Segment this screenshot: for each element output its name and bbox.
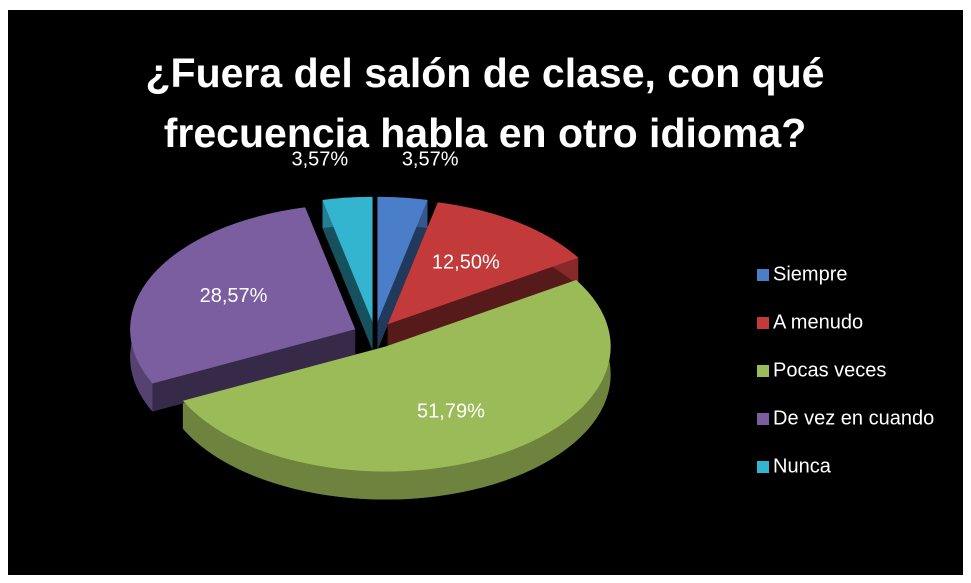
- legend-swatch: [757, 461, 769, 473]
- legend-label: Nunca: [773, 455, 832, 477]
- pie-labels: 3,57% 12,50% 51,79% 28,57% 3,57%: [200, 149, 500, 423]
- slice-wall: [377, 200, 428, 350]
- data-label: 3,57%: [291, 149, 348, 171]
- legend-label: De vez en cuando: [773, 407, 934, 429]
- legend-label: Siempre: [773, 263, 847, 285]
- slice: [130, 207, 356, 384]
- pie-tops: [130, 196, 611, 472]
- slice-wall: [322, 200, 373, 350]
- slice-wall: [387, 257, 579, 353]
- legend-label: Pocas veces: [773, 359, 886, 381]
- legend-swatch: [757, 317, 769, 329]
- data-label: 28,57%: [200, 285, 268, 307]
- slice: [377, 196, 428, 322]
- legend-label: A menudo: [773, 311, 863, 333]
- slice-wall: [152, 329, 356, 412]
- legend-swatch: [757, 413, 769, 425]
- slice: [387, 202, 579, 325]
- slice: [182, 280, 611, 472]
- data-label: 51,79%: [417, 400, 485, 422]
- legend-swatch: [757, 365, 769, 377]
- legend-swatch: [757, 269, 769, 281]
- slice: [322, 196, 373, 322]
- chart-title: ¿Fuera del salón de clase, con qué frecue…: [146, 50, 825, 156]
- data-label: 12,50%: [432, 251, 500, 273]
- data-label: 3,57%: [402, 149, 459, 171]
